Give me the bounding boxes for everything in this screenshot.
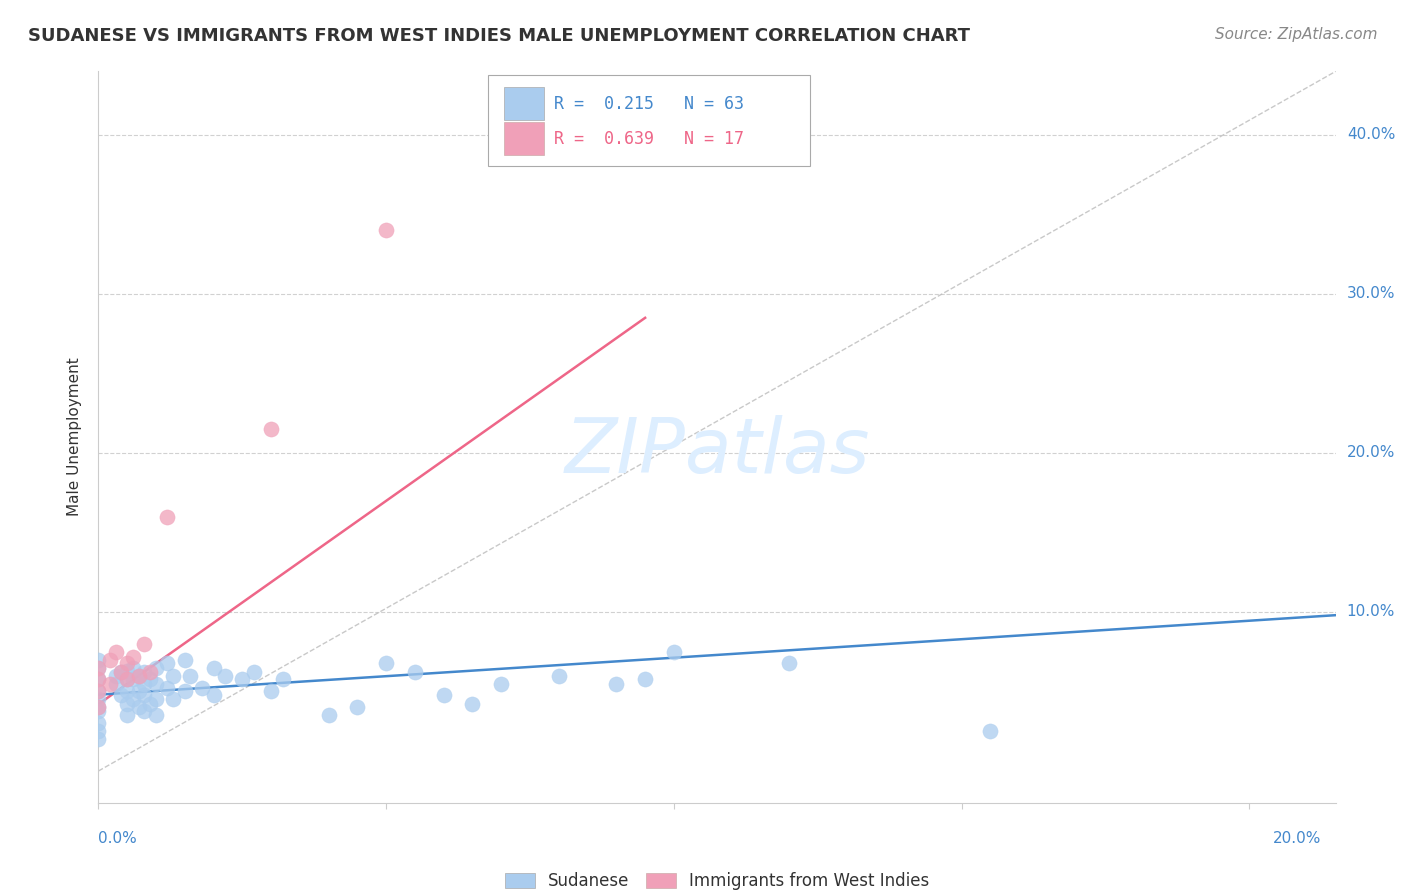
Point [346,700,368,714]
Point [87,660,110,674]
Point [156,656,179,670]
Text: 10.0%: 10.0% [1347,605,1395,619]
Point [214,668,236,682]
Point [87,684,110,698]
FancyBboxPatch shape [488,75,810,167]
Point [115,672,138,686]
Point [87,692,110,706]
Point [87,653,110,667]
Point [162,668,184,682]
Point [145,692,167,706]
Point [87,732,110,747]
Point [87,684,110,698]
Point [115,656,138,670]
Text: R =  0.215   N = 63: R = 0.215 N = 63 [554,95,744,112]
Point [87,700,110,714]
Text: 30.0%: 30.0% [1347,286,1395,301]
Text: ZIPatlas: ZIPatlas [564,415,870,489]
Point [139,672,162,686]
Y-axis label: Male Unemployment: Male Unemployment [67,358,83,516]
Point [87,724,110,739]
Point [318,708,340,723]
Point [547,668,569,682]
Text: Source: ZipAtlas.com: Source: ZipAtlas.com [1215,27,1378,42]
Point [179,668,201,682]
Point [243,665,266,680]
Point [98,653,121,667]
FancyBboxPatch shape [505,122,544,155]
Point [87,704,110,718]
Text: 20.0%: 20.0% [1347,445,1395,460]
Point [122,649,145,664]
Point [491,676,513,690]
Text: SUDANESE VS IMMIGRANTS FROM WEST INDIES MALE UNEMPLOYMENT CORRELATION CHART: SUDANESE VS IMMIGRANTS FROM WEST INDIES … [28,27,970,45]
Point [156,509,179,524]
Point [156,681,179,696]
Text: R =  0.639   N = 17: R = 0.639 N = 17 [554,129,744,148]
Point [461,697,484,711]
Point [134,704,156,718]
Point [162,692,184,706]
Point [139,697,162,711]
Point [110,665,132,680]
Point [134,676,156,690]
Point [134,665,156,680]
Point [122,660,145,674]
Point [202,660,225,674]
Text: 40.0%: 40.0% [1347,128,1395,143]
Point [115,684,138,698]
Point [145,708,167,723]
Point [139,665,162,680]
Point [404,665,426,680]
Point [145,676,167,690]
Point [271,672,294,686]
Point [173,653,195,667]
Point [115,672,138,686]
Point [110,665,132,680]
Point [115,708,138,723]
Point [662,645,685,659]
Point [104,676,127,690]
Point [104,645,127,659]
Point [605,676,627,690]
Point [87,660,110,674]
Legend: Sudanese, Immigrants from West Indies: Sudanese, Immigrants from West Indies [498,865,936,892]
Text: 0.0%: 0.0% [98,831,138,846]
Point [98,676,121,690]
Point [115,697,138,711]
Text: 20.0%: 20.0% [1274,831,1322,846]
Point [634,672,657,686]
Point [128,684,150,698]
Point [173,684,195,698]
Point [979,724,1001,739]
Point [87,716,110,731]
Point [231,672,253,686]
Point [375,656,398,670]
Point [134,637,156,651]
FancyBboxPatch shape [505,87,544,120]
Point [778,656,800,670]
Point [260,684,283,698]
Point [202,688,225,702]
Point [433,688,456,702]
Point [87,672,110,686]
Point [110,688,132,702]
Point [191,681,214,696]
Point [122,672,145,686]
Point [128,668,150,682]
Point [145,660,167,674]
Point [104,668,127,682]
Point [122,692,145,706]
Point [128,700,150,714]
Point [128,668,150,682]
Point [115,664,138,678]
Point [134,688,156,702]
Point [87,672,110,686]
Point [260,422,283,436]
Point [375,223,398,237]
Point [87,700,110,714]
